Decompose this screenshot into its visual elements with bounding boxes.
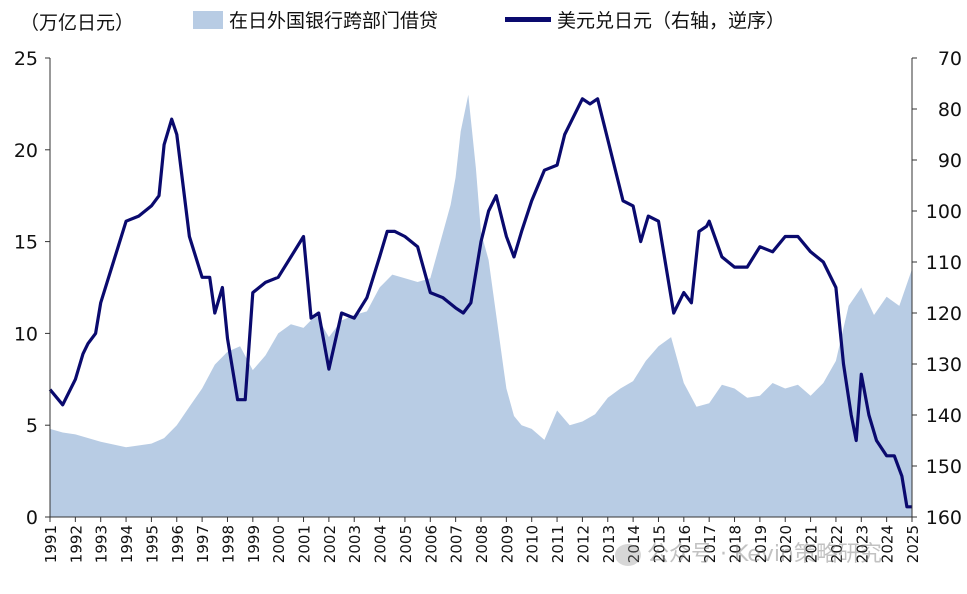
x-axis-tick-label: 2022 <box>828 525 846 563</box>
x-axis-tick-label: 2020 <box>777 525 795 563</box>
left-axis-tick-label: 20 <box>14 140 38 162</box>
legend-area-swatch <box>193 10 223 29</box>
line-series-usdjpy <box>48 97 912 509</box>
right-axis-tick-label: 90 <box>938 150 962 172</box>
x-axis-tick-label: 1997 <box>194 525 212 563</box>
right-axis-tick-label: 100 <box>926 201 962 223</box>
x-axis-tick-label: 1992 <box>67 525 85 563</box>
x-axis-tick-label: 2009 <box>498 525 516 563</box>
x-axis-tick-label: 2007 <box>448 525 466 563</box>
x-axis-tick-label: 2005 <box>397 525 415 563</box>
x-axis-tick-label: 2001 <box>296 525 314 563</box>
x-axis-tick-label: 2004 <box>372 525 390 563</box>
x-axis-tick-label: 2008 <box>473 525 491 563</box>
wechat-icon <box>615 544 641 566</box>
left-axis-unit-label: （万亿日元） <box>20 12 135 34</box>
x-axis-tick-label: 2017 <box>701 525 719 563</box>
x-axis-tick-label: 2013 <box>600 525 618 563</box>
x-axis-tick-label: 1993 <box>93 525 111 563</box>
legend-area-label: 在日外国银行跨部门借贷 <box>229 10 439 32</box>
x-axis-tick-label: 2012 <box>574 525 592 563</box>
left-axis-tick-label: 25 <box>14 48 38 70</box>
x-axis-tick-label: 2019 <box>752 525 770 563</box>
x-axis-tick-label: 2011 <box>549 525 567 563</box>
legend-line-swatch <box>505 17 551 22</box>
left-axis-tick-label: 0 <box>26 507 38 529</box>
x-axis-tick-label: 2018 <box>727 525 745 563</box>
x-axis-tick-label: 2015 <box>651 525 669 563</box>
right-axis-tick-label: 120 <box>926 303 962 325</box>
right-axis-tick-label: 110 <box>926 252 962 274</box>
right-axis-tick-label: 80 <box>938 99 962 121</box>
right-axis-tick-label: 70 <box>938 48 962 70</box>
x-axis-tick-label: 2016 <box>676 525 694 563</box>
right-axis-tick-label: 160 <box>926 507 962 529</box>
legend-item-area: 在日外国银行跨部门借贷 <box>193 6 438 33</box>
watermark-text: 公众号 · Kevin策略研究 <box>647 542 882 567</box>
x-axis-tick-label: 2002 <box>321 525 339 563</box>
left-axis-tick-label: 15 <box>14 232 38 254</box>
x-axis-tick-label: 1994 <box>118 525 136 563</box>
x-axis-tick-label: 2025 <box>904 525 922 563</box>
x-axis-tick-label: 1995 <box>143 525 161 563</box>
x-axis-tick-label: 2024 <box>879 525 897 563</box>
x-axis-tick-label: 2023 <box>853 525 871 563</box>
x-axis-tick-label: 1996 <box>169 525 187 563</box>
x-axis-tick-label: 1998 <box>220 525 238 563</box>
x-axis-tick-label: 2000 <box>270 525 288 563</box>
x-axis-tick-label: 2014 <box>625 525 643 563</box>
x-axis-tick-label: 2021 <box>803 525 821 563</box>
left-axis-tick-label: 5 <box>26 415 38 437</box>
line-series-layer <box>48 97 912 509</box>
x-axis-tick-label: 1991 <box>42 525 60 563</box>
right-axis-tick-label: 130 <box>926 354 962 376</box>
x-axis-tick-label: 1999 <box>245 525 263 563</box>
legend-line-label: 美元兑日元（右轴，逆序） <box>557 10 786 32</box>
x-axis-tick-label: 2006 <box>422 525 440 563</box>
area-series-interbank-lending <box>50 94 912 517</box>
area-series-layer <box>50 94 912 517</box>
x-axis-tick-label: 2003 <box>346 525 364 563</box>
left-axis-tick-label: 10 <box>14 323 38 345</box>
x-axis-tick-label: 2010 <box>524 525 542 563</box>
watermark: 公众号 · Kevin策略研究 <box>615 536 882 568</box>
right-axis-tick-label: 150 <box>926 456 962 478</box>
right-axis-tick-label: 140 <box>926 405 962 427</box>
legend-item-line: 美元兑日元（右轴，逆序） <box>505 6 785 33</box>
